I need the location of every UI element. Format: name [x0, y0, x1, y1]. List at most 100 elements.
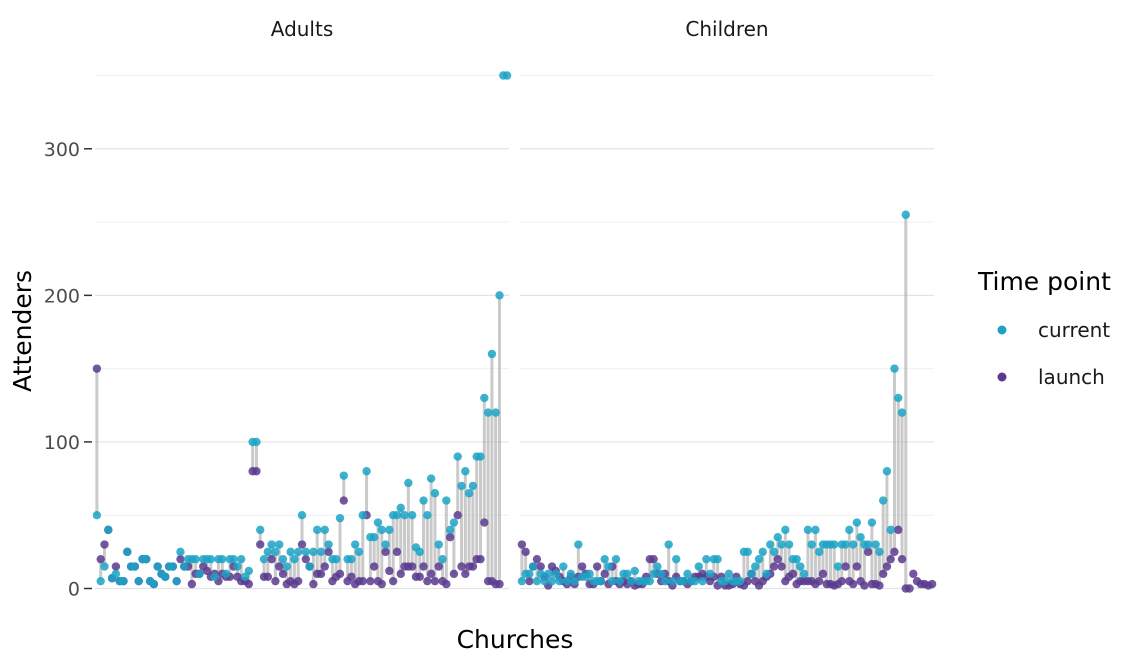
point-current: [547, 576, 557, 586]
point-launch: [335, 569, 345, 579]
legend-label-current: current: [1038, 318, 1110, 342]
x-axis-title: Churches: [457, 625, 574, 652]
point-current: [694, 562, 703, 571]
point-current: [237, 554, 246, 564]
legend-title: Time point: [977, 267, 1111, 296]
point-launch: [366, 576, 375, 586]
point-current: [457, 481, 466, 491]
point-launch: [267, 554, 276, 564]
point-current: [766, 540, 775, 549]
point-current: [487, 349, 497, 359]
point-launch: [294, 576, 303, 586]
point-current: [611, 554, 621, 564]
point-current: [324, 540, 333, 549]
point-current: [461, 467, 470, 476]
point-launch: [92, 364, 102, 373]
point-current: [320, 525, 329, 535]
point-current: [867, 518, 877, 527]
point-current: [468, 481, 478, 491]
point-current: [559, 562, 568, 571]
legend-key-launch: [997, 372, 1007, 382]
point-current: [517, 576, 527, 586]
point-current: [743, 547, 752, 557]
point-current: [886, 525, 895, 535]
point-current: [377, 525, 386, 535]
point-current: [713, 554, 722, 564]
point-current: [294, 547, 303, 557]
point-current: [705, 569, 715, 579]
point-current: [134, 576, 143, 586]
point-current: [210, 572, 219, 581]
point-current: [267, 540, 276, 549]
point-current: [96, 576, 105, 586]
point-launch: [111, 562, 121, 571]
point-current: [347, 554, 356, 564]
point-current: [841, 540, 850, 549]
point-launch: [369, 562, 379, 571]
point-launch: [600, 569, 609, 579]
point-launch: [495, 579, 504, 589]
point-current: [596, 576, 606, 586]
point-current: [751, 562, 760, 571]
point-current: [282, 562, 292, 571]
point-launch: [453, 511, 462, 520]
point-current: [856, 533, 865, 542]
point-current: [263, 547, 273, 557]
point-current: [720, 576, 730, 586]
facet-panel-adults: Adults: [92, 17, 512, 590]
point-current: [354, 547, 364, 557]
point-current: [415, 547, 424, 557]
point-launch: [882, 562, 892, 571]
point-launch: [309, 579, 318, 589]
point-current: [491, 408, 500, 417]
point-current: [111, 569, 121, 579]
point-launch: [358, 576, 367, 586]
point-launch: [407, 562, 417, 571]
point-current: [623, 569, 632, 579]
y-tick-label-0: 0: [68, 579, 80, 601]
point-current: [630, 566, 639, 576]
point-current: [396, 503, 405, 513]
point-current: [286, 547, 295, 557]
point-current: [525, 569, 534, 579]
point-current: [195, 569, 204, 579]
facet-strip-label: Adults: [271, 17, 334, 41]
point-current: [762, 569, 771, 579]
point-current: [656, 569, 666, 579]
point-current: [894, 393, 903, 403]
point-current: [385, 525, 394, 535]
point-current: [671, 554, 681, 564]
point-launch: [773, 554, 783, 564]
point-current: [168, 562, 178, 571]
point-launch: [897, 554, 907, 564]
point-launch: [852, 562, 862, 571]
point-current: [796, 562, 805, 571]
point-current: [758, 547, 767, 557]
point-launch: [769, 562, 779, 571]
point-current: [815, 547, 824, 557]
point-current: [92, 511, 102, 520]
point-current: [438, 554, 447, 564]
point-launch: [430, 576, 440, 586]
legend: Time point current launch: [977, 267, 1111, 389]
point-current: [833, 562, 843, 571]
point-current: [585, 569, 594, 579]
point-current: [316, 547, 326, 557]
point-current: [278, 554, 288, 564]
point-launch: [649, 554, 658, 564]
point-current: [875, 547, 884, 557]
point-current: [555, 576, 564, 586]
current-points: [92, 71, 512, 589]
point-current: [871, 540, 880, 549]
point-launch: [788, 569, 798, 579]
point-current: [130, 562, 140, 571]
point-launch: [442, 579, 451, 589]
point-launch: [396, 569, 405, 579]
facet-panel-children: Children: [517, 17, 937, 593]
point-launch: [187, 579, 197, 589]
point-current: [566, 569, 576, 579]
point-launch: [324, 547, 333, 557]
point-launch: [320, 562, 329, 571]
point-current: [848, 540, 858, 549]
y-tick-marks: [84, 148, 92, 590]
